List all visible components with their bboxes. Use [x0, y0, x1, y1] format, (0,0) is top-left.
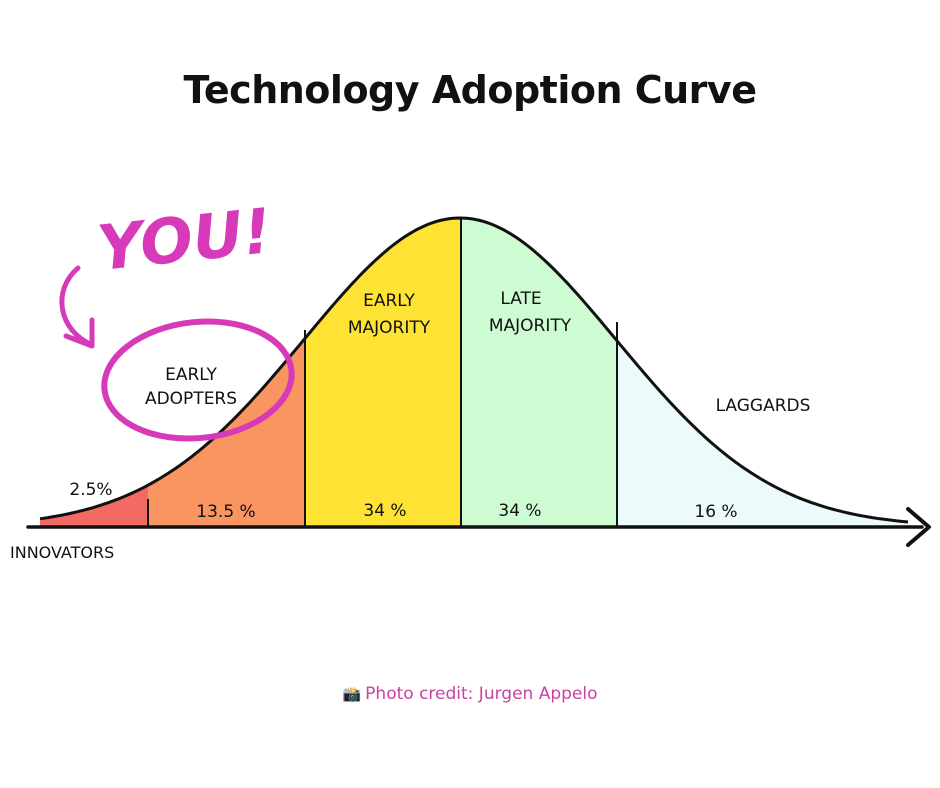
- page-title: Technology Adoption Curve: [183, 68, 757, 112]
- callout-annotation: YOU!: [59, 194, 295, 442]
- laggards-fill: [617, 218, 910, 527]
- you-callout: YOU!: [94, 194, 275, 285]
- bell-curve-line: [39, 216, 909, 524]
- curved-arrow: [59, 265, 95, 348]
- early-adopters-label-1: EARLY: [165, 365, 217, 385]
- late-majority-label-1: LATE: [500, 289, 541, 309]
- late-majority-fill: [461, 218, 617, 527]
- early-adopters-label-2: ADOPTERS: [145, 389, 237, 409]
- innovators-percent: 2.5%: [69, 480, 112, 500]
- laggards-percent: 16 %: [694, 502, 737, 522]
- x-axis: [26, 507, 931, 547]
- segment-dividers: [147, 218, 618, 527]
- segment-labels: INNOVATORS EARLY ADOPTERS EARLY MAJORITY…: [10, 289, 810, 562]
- innovators-label: INNOVATORS: [10, 543, 114, 562]
- late-majority-percent: 34 %: [498, 501, 541, 521]
- early-majority-label-2: MAJORITY: [348, 318, 431, 338]
- photo-credit-text: Photo credit: Jurgen Appelo: [365, 684, 598, 704]
- x-axis-arrowhead: [906, 507, 931, 547]
- camera-icon: 📸: [342, 685, 362, 703]
- photo-credit: 📸 Photo credit: Jurgen Appelo: [0, 684, 940, 704]
- late-majority-label-2: MAJORITY: [489, 316, 572, 336]
- early-majority-percent: 34 %: [363, 501, 406, 521]
- early-majority-label-1: EARLY: [363, 291, 415, 311]
- curved-arrow-head: [63, 317, 95, 349]
- early-majority-fill: [305, 218, 461, 527]
- laggards-label: LAGGARDS: [716, 396, 811, 416]
- highlight-circle: [101, 318, 295, 442]
- early-adopters-percent: 13.5 %: [196, 502, 255, 522]
